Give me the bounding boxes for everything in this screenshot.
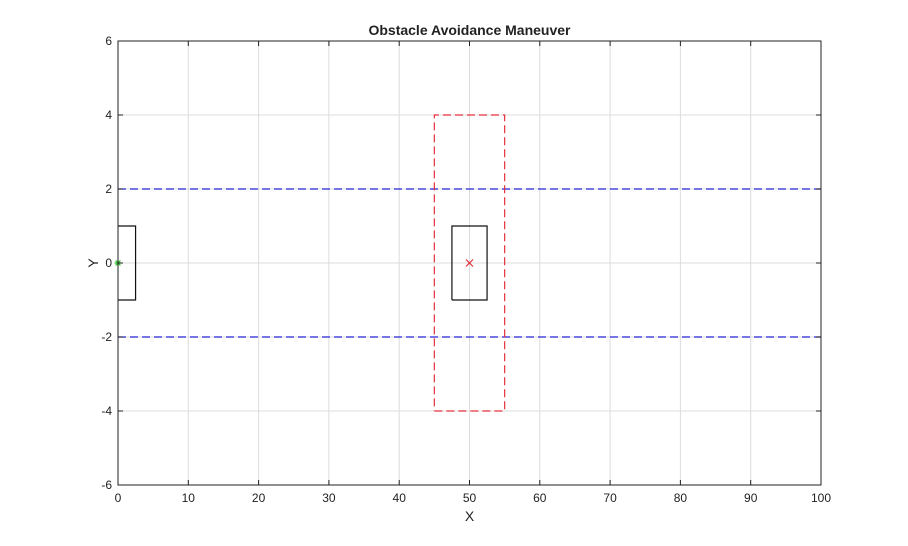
x-tick-label: 20 — [252, 491, 266, 505]
y-tick-label: 4 — [105, 108, 112, 122]
x-tick-label: 80 — [674, 491, 688, 505]
series-line-4 — [118, 225, 137, 301]
x-tick-label: 30 — [322, 491, 336, 505]
x-tick-label: 70 — [603, 491, 617, 505]
x-tick-label: 90 — [744, 491, 758, 505]
marker-2 — [465, 259, 474, 267]
x-axis-label: X — [465, 508, 475, 524]
chart-title: Obstacle Avoidance Maneuver — [368, 22, 571, 38]
y-tick-label: -6 — [101, 478, 112, 492]
x-tick-label: 0 — [115, 491, 122, 505]
y-tick-label: 6 — [105, 34, 112, 48]
y-tick-label: 2 — [105, 182, 112, 196]
series-line-5 — [451, 225, 488, 301]
x-tick-label: 60 — [533, 491, 547, 505]
x-tick-label: 40 — [393, 491, 407, 505]
x-tick-label: 100 — [811, 491, 831, 505]
y-axis-label: Y — [85, 258, 101, 268]
y-tick-label: 0 — [105, 256, 112, 270]
y-tick-label: -4 — [101, 404, 112, 418]
x-tick-label: 10 — [182, 491, 196, 505]
marker-stroke — [465, 259, 474, 267]
x-tick-label: 50 — [463, 491, 477, 505]
axis-ticks: 0 10 20 30 40 50 60 70 80 90 100 -6 -4 -2 0 2 4 6 — [101, 34, 831, 505]
series-line-3 — [433, 114, 506, 412]
y-tick-label: -2 — [101, 330, 112, 344]
plot-series — [118, 114, 821, 412]
